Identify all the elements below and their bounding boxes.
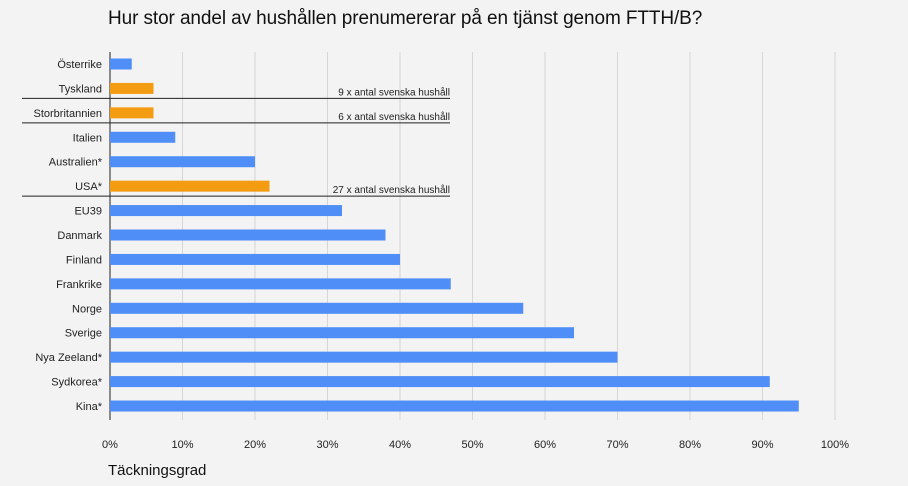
y-tick-label: Nya Zeeland* (35, 352, 102, 364)
bar (110, 278, 451, 290)
y-tick-label: Tyskland (59, 83, 102, 95)
x-tick-label: 50% (461, 439, 483, 451)
bar (110, 58, 132, 70)
x-axis-label: Täckningsgrad (108, 462, 207, 479)
bar (110, 229, 386, 241)
chart-title: Hur stor andel av hushållen prenumererar… (108, 8, 703, 29)
bar (110, 82, 154, 94)
x-tick-label: 60% (534, 439, 556, 451)
x-tick-label: 70% (606, 439, 628, 451)
bar (110, 351, 618, 363)
bar (110, 156, 255, 168)
x-tick-label: 80% (679, 439, 701, 451)
y-tick-label: Storbritannien (34, 108, 103, 120)
y-tick-label: Norge (72, 303, 102, 315)
x-tick-label: 30% (316, 439, 338, 451)
y-tick-label: Italien (73, 132, 102, 144)
x-tick-label: 10% (171, 439, 193, 451)
y-tick-label: Österrike (57, 59, 102, 71)
bar (110, 327, 574, 339)
bar (110, 180, 270, 192)
y-tick-label: Frankrike (56, 279, 102, 291)
x-tick-label: 100% (821, 439, 849, 451)
y-tick-label: Sverige (65, 328, 102, 340)
y-tick-label: EU39 (74, 206, 102, 218)
y-tick-label: Finland (66, 254, 102, 266)
y-tick-label: Danmark (57, 230, 102, 242)
bar (110, 302, 524, 314)
bar (110, 131, 176, 143)
y-tick-label: Australien* (49, 157, 103, 169)
bar (110, 400, 799, 412)
x-tick-label: 20% (244, 439, 266, 451)
annotation-label: 9 x antal svenska hushåll (338, 86, 450, 98)
x-tick-label: 0% (102, 439, 118, 451)
bar (110, 107, 154, 119)
annotation-label: 27 x antal svenska hushåll (333, 184, 450, 196)
x-tick-label: 90% (751, 439, 773, 451)
y-tick-label: Kina* (76, 401, 103, 413)
x-tick-label: 40% (389, 439, 411, 451)
y-tick-label: Sydkorea* (51, 377, 102, 389)
bar (110, 205, 342, 217)
annotation-label: 6 x antal svenska hushåll (338, 111, 450, 123)
bar (110, 253, 400, 265)
bar (110, 376, 770, 388)
y-tick-label: USA* (75, 181, 103, 193)
